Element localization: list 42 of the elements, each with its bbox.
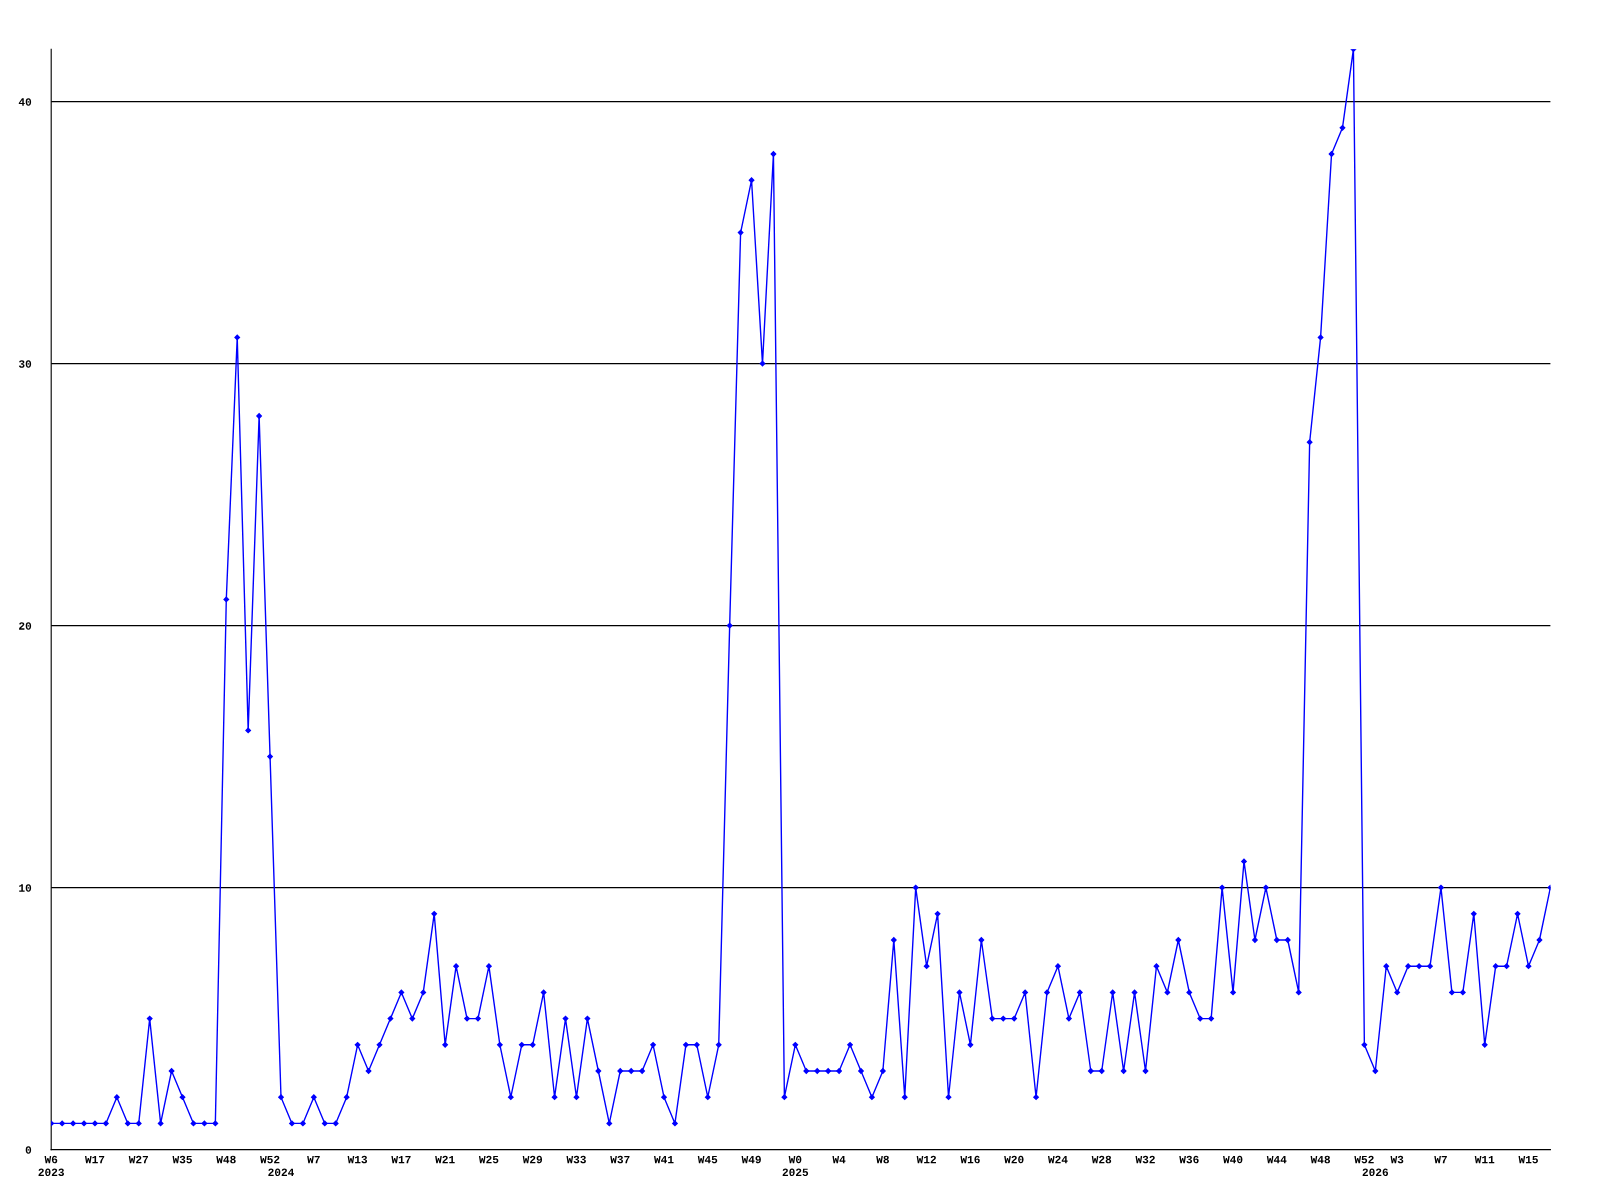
x-tick-label: W20 [1004, 1155, 1024, 1164]
y-tick-label: 10 [19, 884, 32, 892]
y-tick-label: 20 [19, 622, 32, 630]
x-tick-label: 2026 [1362, 1168, 1389, 1177]
x-tick-label: W6 2023 [38, 1155, 64, 1177]
x-tick-label: W16 [960, 1155, 980, 1164]
x-tick-label: W44 [1266, 1155, 1287, 1164]
x-tick-label: W7 [307, 1155, 320, 1164]
x-tick-label: W40 [1223, 1155, 1243, 1164]
x-tick-label: W28 [1091, 1155, 1112, 1164]
y-tick-label: 30 [18, 360, 32, 368]
y-tick-label: 40 [18, 98, 32, 106]
x-tick-label: W17 [391, 1155, 411, 1164]
x-tick-label: W24 [1047, 1155, 1068, 1164]
x-tick-label: W3 [1390, 1155, 1404, 1164]
x-tick-label: W33 [566, 1155, 586, 1164]
x-tick-label: W35 [172, 1155, 192, 1164]
x-tick-label: W11 [1474, 1155, 1495, 1164]
x-tick-label: W17 [84, 1155, 105, 1164]
x-tick-label: W8 [876, 1155, 889, 1164]
x-tick-label: W52 [260, 1155, 280, 1164]
x-tick-label: W21 [435, 1155, 455, 1164]
x-tick-label: W7 [1434, 1155, 1447, 1164]
x-tick-label: W12 [916, 1155, 936, 1164]
x-tick-label: W36 [1179, 1155, 1199, 1164]
x-tick-label: 2024 [268, 1168, 295, 1177]
x-tick-label: W49 [741, 1155, 761, 1164]
x-tick-label: W25 [478, 1155, 499, 1164]
x-tick-label: W52 [1354, 1155, 1374, 1164]
x-tick-label: W32 [1135, 1155, 1155, 1164]
x-tick-label: W4 [832, 1155, 846, 1164]
x-tick-label: W15 [1518, 1155, 1538, 1164]
y-tick-label: 0 [25, 1146, 32, 1154]
x-tick-label: W0 2025 [782, 1155, 809, 1177]
x-tick-label: W48 [216, 1155, 236, 1164]
x-tick-label: W27 [128, 1155, 148, 1164]
x-tick-label: W37 [610, 1155, 630, 1164]
x-tick-label: W48 [1310, 1155, 1330, 1164]
x-tick-label: W41 [654, 1155, 674, 1164]
x-tick-label: W29 [522, 1155, 543, 1164]
x-tick-label: W45 [697, 1155, 718, 1164]
x-tick-label: W13 [347, 1155, 368, 1164]
